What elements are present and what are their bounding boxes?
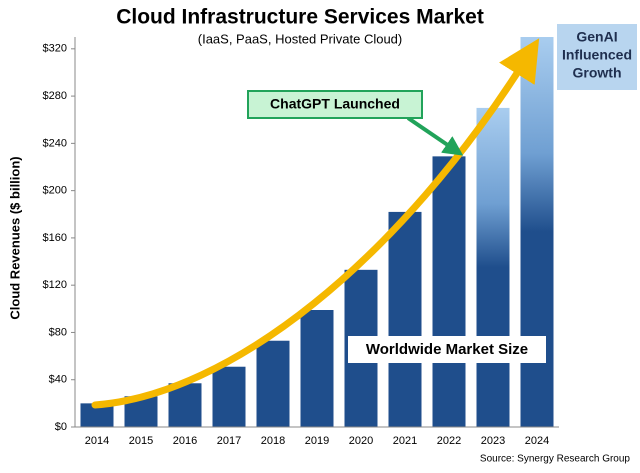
bar [256,340,290,427]
y-tick-label: $120 [43,279,67,291]
x-tick-label: 2024 [525,435,549,447]
y-tick-label: $280 [43,90,67,102]
x-tick-label: 2022 [437,435,461,447]
y-tick-label: $80 [49,326,67,338]
annotations: ChatGPT Launched GenAI Influenced Growth… [91,24,637,409]
y-tick-label: $0 [55,421,67,433]
y-tick-label: $200 [43,185,67,197]
bar [432,156,466,427]
callout-box [247,90,423,119]
annotation-market: Worldwide Market Size [366,341,528,358]
x-tick-label: 2014 [85,435,109,447]
x-tick-label: 2015 [129,435,153,447]
genai-box [557,24,637,90]
x-tick-label: 2019 [305,435,329,447]
source: Source: Synergy Research Group [480,454,631,465]
annotation-genai: GenAI [576,29,617,45]
bar [476,107,510,427]
callout-arrow [406,116,464,156]
y-axis-label: Cloud Revenues ($ billion) [7,156,22,319]
x-tick-label: 2018 [261,435,285,447]
x-tick-label: 2021 [393,435,417,447]
annotation-genai: Growth [573,65,622,81]
bar [300,310,334,427]
x-tick-label: 2017 [217,435,241,447]
annotation-genai: Influenced [562,47,632,63]
y-tick-label: $160 [43,232,67,244]
y-tick-label: $240 [43,137,67,149]
chart-subtitle: (IaaS, PaaS, Hosted Private Cloud) [198,31,403,46]
annotation-chatgpt: ChatGPT Launched [270,96,400,112]
x-tick-label: 2016 [173,435,197,447]
bar [388,211,422,427]
bar [168,383,202,427]
bar [212,366,246,427]
y-tick-label: $40 [49,374,67,386]
trend-arrow [91,38,540,409]
y-tick-label: $320 [43,43,67,55]
chart-title: Cloud Infrastructure Services Market [116,6,484,29]
label-box [348,336,546,363]
plot: $0 $40 $80 $120 $160 $200 $240 $280 $320 2014 2015… [43,37,559,447]
bar [520,37,554,427]
x-tick-label: 2023 [481,435,505,447]
bar [80,403,114,427]
x-tick-label: 2020 [349,435,373,447]
